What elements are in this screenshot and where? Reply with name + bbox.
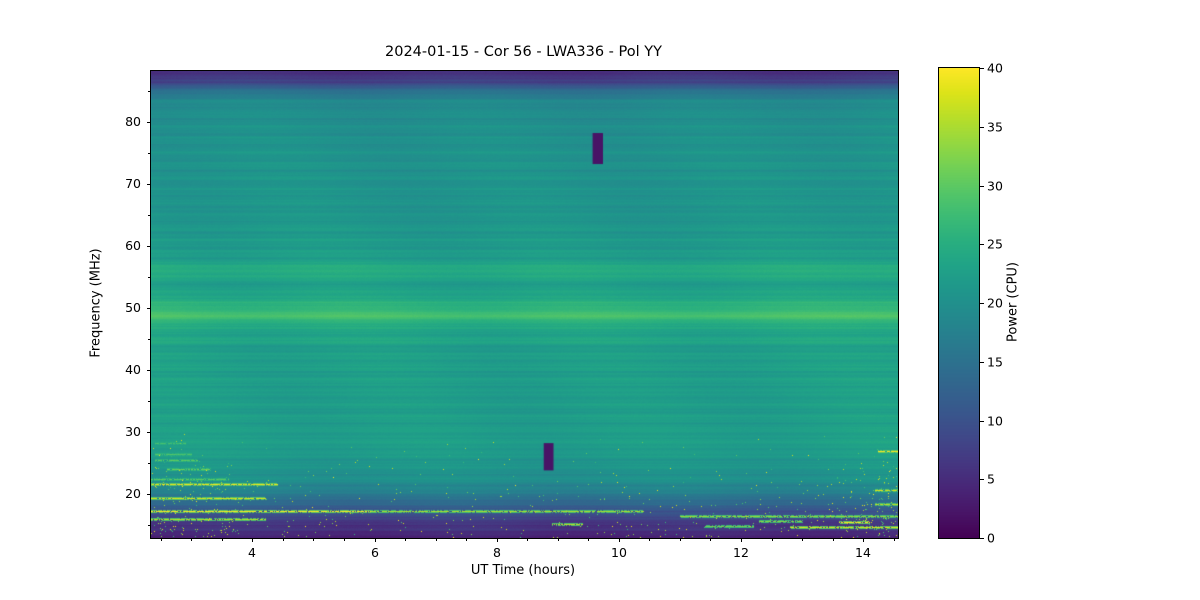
colorbar-tick xyxy=(980,244,984,245)
x-axis-minor-tick xyxy=(344,538,345,541)
colorbar-label: Power (CPU) xyxy=(1005,261,1021,343)
colorbar-tick-label: 5 xyxy=(987,471,995,487)
colorbar-tick xyxy=(980,362,984,363)
x-axis-minor-tick xyxy=(222,538,223,541)
colorbar[interactable] xyxy=(938,67,980,539)
dynamic-spectrum-heatmap[interactable] xyxy=(151,71,898,538)
x-axis-minor-tick xyxy=(772,538,773,541)
x-axis-tick xyxy=(497,538,498,542)
y-axis-label: Frequency (MHz) xyxy=(88,248,104,358)
y-axis-minor-tick xyxy=(148,463,151,464)
x-axis-minor-tick xyxy=(527,538,528,541)
y-axis-tick xyxy=(146,370,151,371)
x-axis-minor-tick xyxy=(466,538,467,541)
spectrogram-axes[interactable] xyxy=(150,70,899,539)
page-title: 2024-01-15 - Cor 56 - LWA336 - Pol YY xyxy=(385,44,662,60)
y-axis-tick xyxy=(146,432,151,433)
colorbar-tick xyxy=(980,68,984,69)
x-axis-minor-tick xyxy=(283,538,284,541)
colorbar-tick-label: 20 xyxy=(987,295,1003,311)
y-axis-tick-label: 70 xyxy=(125,176,141,191)
x-axis-tick-label: 14 xyxy=(855,545,871,560)
x-axis-minor-tick xyxy=(680,538,681,541)
x-axis-tick-label: 12 xyxy=(733,545,749,560)
colorbar-tick-label: 0 xyxy=(987,530,995,546)
y-axis-minor-tick xyxy=(148,401,151,402)
x-axis-minor-tick xyxy=(649,538,650,541)
x-axis-minor-tick xyxy=(191,538,192,541)
colorbar-gradient xyxy=(939,68,979,538)
x-axis-tick xyxy=(252,538,253,542)
y-axis-tick-label: 40 xyxy=(125,362,141,377)
y-axis-minor-tick xyxy=(148,91,151,92)
x-axis-tick xyxy=(375,538,376,542)
x-axis-minor-tick xyxy=(558,538,559,541)
x-axis-tick-label: 4 xyxy=(248,545,256,560)
x-axis-minor-tick xyxy=(161,538,162,541)
y-axis-tick xyxy=(146,308,151,309)
colorbar-tick xyxy=(980,186,984,187)
x-axis-tick xyxy=(619,538,620,542)
colorbar-tick-label: 35 xyxy=(987,119,1003,135)
y-axis-tick-label: 50 xyxy=(125,300,141,315)
y-axis-minor-tick xyxy=(148,277,151,278)
colorbar-tick xyxy=(980,303,984,304)
x-axis-tick xyxy=(741,538,742,542)
x-axis-minor-tick xyxy=(436,538,437,541)
y-axis-tick xyxy=(146,184,151,185)
colorbar-tick xyxy=(980,421,984,422)
y-axis-minor-tick xyxy=(148,215,151,216)
y-axis-tick xyxy=(146,122,151,123)
y-axis-tick xyxy=(146,494,151,495)
colorbar-tick-label: 30 xyxy=(987,178,1003,194)
y-axis-tick-label: 80 xyxy=(125,114,141,129)
y-axis-tick-label: 30 xyxy=(125,424,141,439)
x-axis-tick-label: 8 xyxy=(493,545,501,560)
x-axis-tick xyxy=(863,538,864,542)
colorbar-tick xyxy=(980,538,984,539)
y-axis-tick-label: 60 xyxy=(125,238,141,253)
colorbar-tick-label: 10 xyxy=(987,413,1003,429)
x-axis-tick-label: 6 xyxy=(371,545,379,560)
x-axis-minor-tick xyxy=(802,538,803,541)
x-axis-minor-tick xyxy=(405,538,406,541)
colorbar-tick xyxy=(980,479,984,480)
colorbar-tick-label: 40 xyxy=(987,60,1003,76)
colorbar-tick-label: 25 xyxy=(987,236,1003,252)
y-axis-tick-label: 20 xyxy=(125,486,141,501)
x-axis-minor-tick xyxy=(833,538,834,541)
colorbar-tick xyxy=(980,127,984,128)
x-axis-label: UT Time (hours) xyxy=(470,563,576,578)
y-axis-tick xyxy=(146,246,151,247)
x-axis-tick-label: 10 xyxy=(611,545,627,560)
colorbar-tick-label: 15 xyxy=(987,354,1003,370)
x-axis-minor-tick xyxy=(588,538,589,541)
x-axis-minor-tick xyxy=(313,538,314,541)
y-axis-minor-tick xyxy=(148,525,151,526)
x-axis-minor-tick xyxy=(894,538,895,541)
y-axis-minor-tick xyxy=(148,339,151,340)
y-axis-minor-tick xyxy=(148,153,151,154)
x-axis-minor-tick xyxy=(710,538,711,541)
